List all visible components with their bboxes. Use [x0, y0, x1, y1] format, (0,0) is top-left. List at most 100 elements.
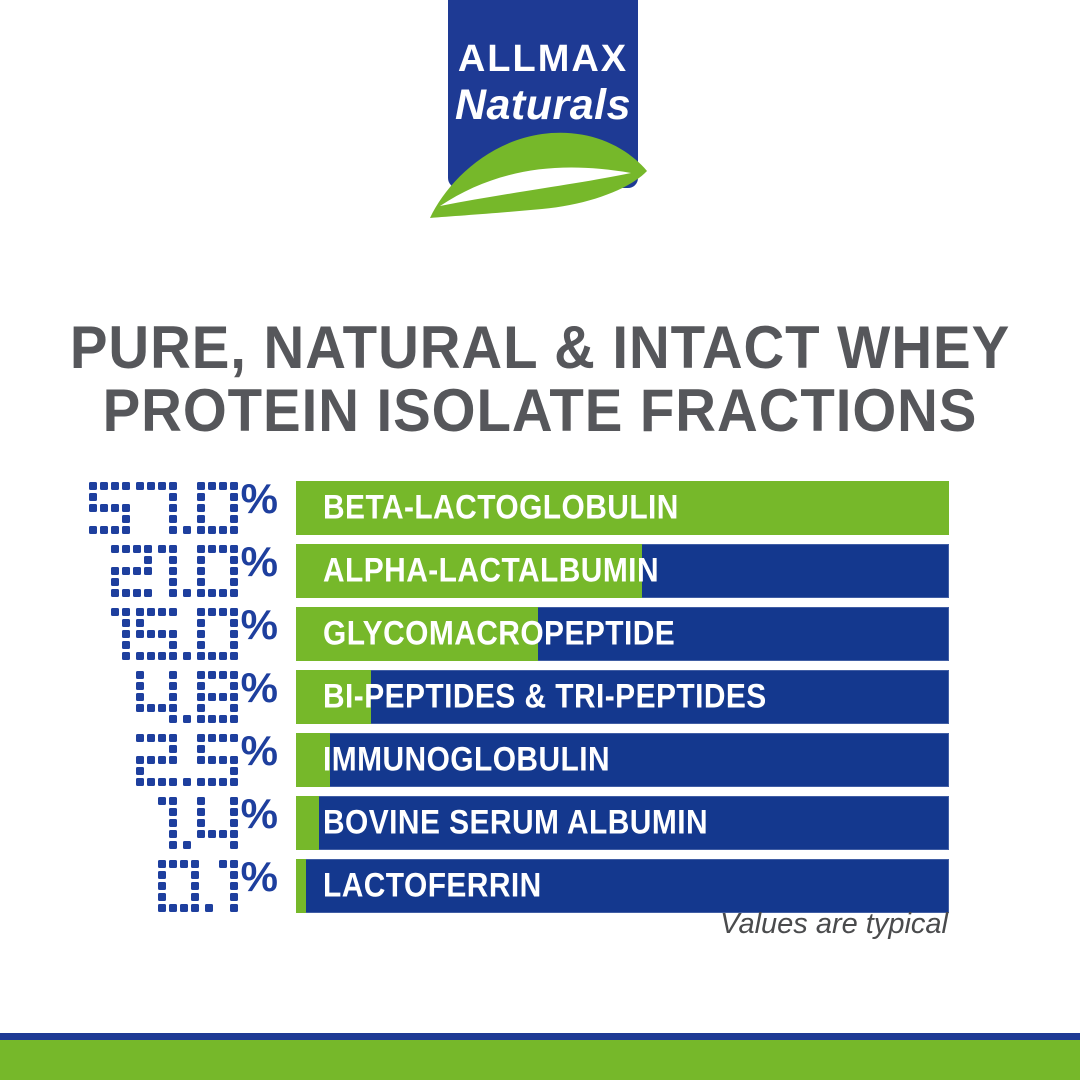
- digit-cell: [183, 504, 191, 512]
- digit-cell: [135, 767, 144, 775]
- digit-cell: [135, 482, 144, 490]
- digit-cell: [147, 671, 155, 679]
- fraction-bar: BI-PEPTIDES & TRI-PEPTIDES: [296, 670, 949, 724]
- digit-cell: [229, 608, 238, 616]
- digit-cell: [111, 556, 119, 564]
- digit-cell: [146, 652, 155, 660]
- digit-cell: [158, 767, 166, 775]
- digit-cell: [182, 652, 191, 660]
- digit-cell: [168, 778, 177, 786]
- digit-cell: [183, 619, 191, 627]
- digit-cell: [196, 756, 205, 764]
- digit-cell: [205, 882, 213, 890]
- digit-cell: [110, 482, 119, 490]
- digit-cell: [158, 671, 166, 679]
- digit-cell: [110, 545, 119, 553]
- digit-cell: [229, 545, 238, 553]
- bar-fill-green: [296, 607, 538, 661]
- digit-cell: [219, 682, 227, 690]
- digit-cell: [132, 589, 141, 597]
- digit-cell: [147, 641, 155, 649]
- digit-cell: [157, 871, 166, 879]
- digit-cell: [230, 745, 238, 753]
- digit-cell: [196, 641, 205, 649]
- percent-sign: %: [240, 727, 278, 774]
- digit-cell: [168, 671, 177, 679]
- digit-cell: [207, 715, 216, 723]
- digit-cell: [146, 704, 155, 712]
- logo-sub-text: Naturals: [454, 81, 632, 129]
- digit-cell: [183, 493, 191, 501]
- digit-cell: [229, 493, 238, 501]
- digit-cell: [205, 871, 213, 879]
- digit-cell: [121, 641, 130, 649]
- digit-cell: [219, 871, 227, 879]
- digit-cell: [100, 493, 108, 501]
- digit-cell: [207, 545, 216, 553]
- digital-digit: [157, 797, 177, 849]
- digit-cell: [183, 671, 191, 679]
- digital-digit: [196, 482, 238, 534]
- digit-cell: [218, 734, 227, 742]
- digit-cell: [218, 608, 227, 616]
- digit-cell: [205, 893, 213, 901]
- digit-cell: [168, 608, 177, 616]
- digit-cell: [218, 693, 227, 701]
- digit-cell: [182, 589, 191, 597]
- digit-cell: [121, 652, 130, 660]
- digit-cell: [218, 756, 227, 764]
- digit-cell: [207, 756, 216, 764]
- digit-cell: [219, 745, 227, 753]
- digit-cell: [135, 756, 144, 764]
- digit-cell: [208, 797, 216, 805]
- values-typical-note: Values are typical: [720, 908, 948, 940]
- digit-cell: [168, 515, 177, 523]
- digit-cell: [158, 693, 166, 701]
- digital-digit: [110, 608, 130, 660]
- digit-cell: [168, 797, 177, 805]
- value-label: %: [0, 793, 278, 849]
- digit-cell: [190, 860, 199, 868]
- percent-sign: %: [240, 664, 278, 711]
- digit-cell: [180, 871, 188, 879]
- digit-cell: [229, 734, 238, 742]
- digit-cell: [169, 893, 177, 901]
- digit-cell: [135, 630, 144, 638]
- digit-cell: [136, 745, 144, 753]
- page-title: PURE, NATURAL & INTACT WHEY PROTEIN ISOL…: [0, 316, 1080, 442]
- digit-cell: [229, 567, 238, 575]
- digital-digit: [218, 860, 238, 912]
- bar-label: BOVINE SERUM ALBUMIN: [323, 803, 709, 842]
- digit-cell: [168, 734, 177, 742]
- digit-cell: [168, 589, 177, 597]
- digit-cell: [229, 860, 238, 868]
- fraction-bar: ALPHA-LACTALBUMIN: [296, 544, 949, 598]
- digit-cell: [158, 819, 166, 827]
- digit-cell: [196, 589, 205, 597]
- bar-label: IMMUNOGLOBULIN: [323, 740, 611, 779]
- value-label: %: [0, 856, 278, 912]
- digit-cell: [135, 778, 144, 786]
- digit-cell: [208, 704, 216, 712]
- digit-cell: [219, 619, 227, 627]
- digital-number: [110, 608, 238, 660]
- digit-cell: [229, 671, 238, 679]
- digit-cell: [99, 482, 108, 490]
- chart-row: % ALPHA-LACTALBUMIN: [0, 541, 1080, 598]
- digit-cell: [89, 515, 97, 523]
- digit-cell: [207, 482, 216, 490]
- digit-cell: [135, 693, 144, 701]
- digit-cell: [183, 682, 191, 690]
- digit-cell: [208, 630, 216, 638]
- digit-cell: [219, 641, 227, 649]
- digit-cell: [158, 641, 166, 649]
- digit-cell: [229, 526, 238, 534]
- digit-cell: [158, 504, 166, 512]
- digit-cell: [219, 504, 227, 512]
- digit-cell: [183, 797, 191, 805]
- digit-cell: [196, 734, 205, 742]
- bar-label: GLYCOMACROPEPTIDE: [323, 614, 676, 653]
- digit-cell: [169, 619, 177, 627]
- digit-cell: [183, 641, 191, 649]
- digit-cell: [121, 545, 130, 553]
